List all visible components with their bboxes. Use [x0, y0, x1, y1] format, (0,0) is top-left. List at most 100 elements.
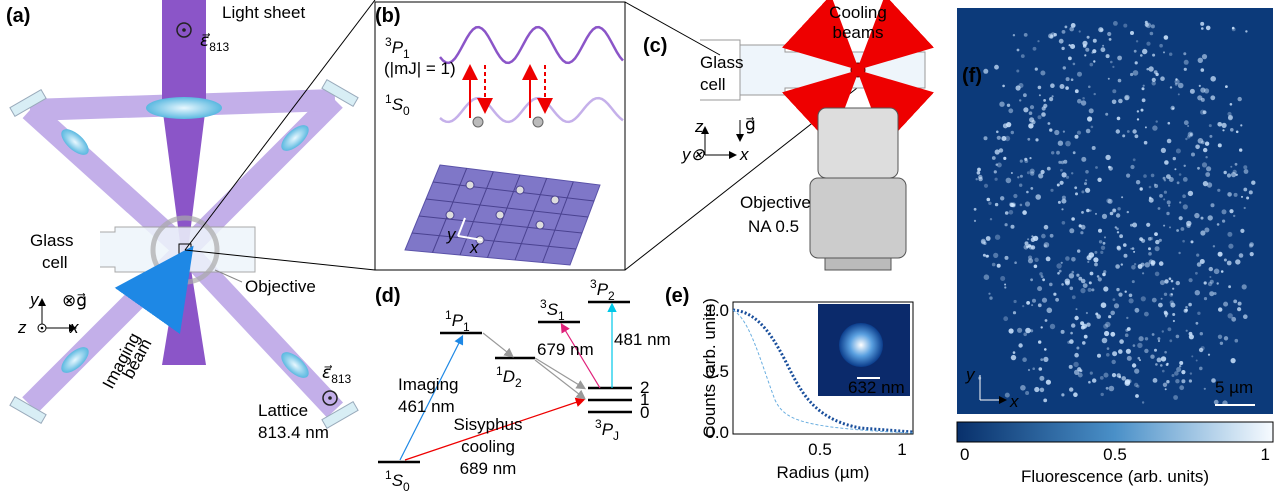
- fluorescence-spot: [1143, 85, 1145, 87]
- fluorescence-spot: [1174, 168, 1176, 170]
- fluorescence-spot: [1164, 279, 1168, 283]
- fluorescence-spot: [1185, 309, 1188, 312]
- fluorescence-spot: [1069, 228, 1074, 233]
- fluorescence-spot: [1002, 85, 1005, 88]
- fluorescence-spot: [1006, 178, 1012, 184]
- fluorescence-spot: [1026, 301, 1030, 305]
- fluorescence-spot: [1065, 141, 1071, 147]
- fluorescence-spot: [1108, 199, 1113, 204]
- fluorescence-spot: [1035, 194, 1041, 200]
- fluorescence-spot: [1040, 358, 1043, 361]
- fluorescence-spot: [1214, 400, 1219, 405]
- fluorescence-spot: [1024, 245, 1029, 250]
- label: 813.4 nm: [258, 423, 329, 442]
- fluorescence-spot: [1127, 130, 1130, 133]
- fluorescence-spot: [1133, 70, 1139, 76]
- fluorescence-spot: [1084, 54, 1086, 56]
- fluorescence-spot: [1188, 303, 1192, 307]
- fluorescence-spot: [1190, 372, 1192, 374]
- fluorescence-spot: [1173, 395, 1178, 400]
- fluorescence-spot: [1011, 131, 1014, 134]
- fluorescence-spot: [1142, 98, 1146, 102]
- fluorescence-spot: [1030, 105, 1034, 109]
- fluorescence-spot: [1030, 278, 1033, 281]
- base: D: [503, 367, 515, 386]
- fluorescence-spot: [1204, 388, 1206, 390]
- fluorescence-spot: [1065, 26, 1068, 29]
- fluorescence-spot: [1213, 245, 1215, 247]
- fluorescence-spot: [1031, 238, 1035, 242]
- fluorescence-spot: [1136, 40, 1138, 42]
- fluorescence-spot: [1069, 339, 1074, 344]
- fluorescence-spot: [1164, 191, 1167, 194]
- fluorescence-spot: [1166, 380, 1169, 383]
- subscript: 2: [515, 376, 522, 390]
- fluorescence-spot: [1082, 97, 1085, 100]
- fluorescence-spot: [1181, 227, 1185, 231]
- fluorescence-spot: [1249, 244, 1253, 248]
- fluorescence-spot: [1142, 49, 1147, 54]
- state-label: ε⃗813: [322, 363, 352, 386]
- fluorescence-spot: [1228, 116, 1233, 121]
- fluorescence-spot: [1123, 24, 1127, 28]
- fluorescence-spot: [1139, 336, 1144, 341]
- fluorescence-spot: [1245, 30, 1247, 32]
- base: P: [597, 280, 609, 299]
- fluorescence-spot: [1004, 286, 1006, 288]
- fluorescence-spot: [1155, 246, 1160, 251]
- fluorescence-spot: [1069, 273, 1074, 278]
- fluorescence-spot: [989, 296, 992, 299]
- fluorescence-spot: [993, 253, 998, 258]
- fluorescence-spot: [1060, 181, 1064, 185]
- label: y: [29, 290, 40, 309]
- fluorescence-spot: [1059, 39, 1064, 44]
- fluorescence-spot: [1104, 236, 1106, 238]
- fluorescence-spot: [1020, 204, 1023, 207]
- fluorescence-spot: [1151, 260, 1156, 265]
- fluorescence-spot: [1124, 254, 1128, 258]
- fluorescence-spot: [1137, 118, 1139, 120]
- base: S: [392, 95, 404, 114]
- fluorescence-spot: [1170, 86, 1172, 88]
- fluorescence-spot: [1204, 297, 1207, 300]
- fluorescence-spot: [1059, 270, 1062, 273]
- fluorescence-spot: [1210, 76, 1216, 82]
- panel-f-drawing: [957, 8, 1273, 442]
- fluorescence-spot: [1061, 161, 1065, 165]
- fluorescence-spot: [1181, 379, 1185, 383]
- fluorescence-spot: [1218, 143, 1222, 147]
- fluorescence-spot: [1011, 355, 1016, 360]
- fluorescence-spot: [1201, 68, 1205, 72]
- panel-label: (b): [375, 5, 401, 27]
- panel-label: (e): [665, 285, 689, 307]
- fluorescence-spot: [1018, 343, 1022, 347]
- fluorescence-spot: [1133, 344, 1136, 347]
- fluorescence-spot: [1201, 217, 1204, 220]
- fluorescence-spot: [1169, 339, 1172, 342]
- fluorescence-spot: [1181, 370, 1185, 374]
- fluorescence-spot: [994, 170, 997, 173]
- fluorescence-spot: [1091, 288, 1094, 291]
- fluorescence-spot: [1095, 213, 1097, 215]
- fluorescence-spot: [1011, 172, 1013, 174]
- fluorescence-spot: [1204, 281, 1207, 284]
- fluorescence-spot: [1097, 178, 1101, 182]
- fluorescence-spot: [996, 131, 999, 134]
- fluorescence-spot: [1054, 130, 1059, 135]
- fluorescence-spot: [988, 202, 991, 205]
- fluorescence-spot: [1171, 106, 1175, 110]
- label: Fluorescence (arb. units): [1021, 467, 1209, 486]
- fluorescence-spot: [999, 102, 1004, 107]
- fluorescence-spot: [1061, 330, 1065, 334]
- fluorescence-spot: [1170, 303, 1175, 308]
- fluorescence-spot: [1032, 367, 1035, 370]
- fluorescence-spot: [1079, 369, 1082, 372]
- fluorescence-spot: [1163, 383, 1167, 387]
- fluorescence-spot: [1241, 196, 1243, 198]
- fluorescence-spot: [1125, 379, 1130, 384]
- fluorescence-spot: [1050, 234, 1054, 238]
- fluorescence-spot: [1025, 328, 1031, 334]
- state-label: 3PJ: [595, 417, 619, 443]
- fluorescence-spot: [1075, 89, 1079, 93]
- fluorescence-spot: [1046, 257, 1051, 262]
